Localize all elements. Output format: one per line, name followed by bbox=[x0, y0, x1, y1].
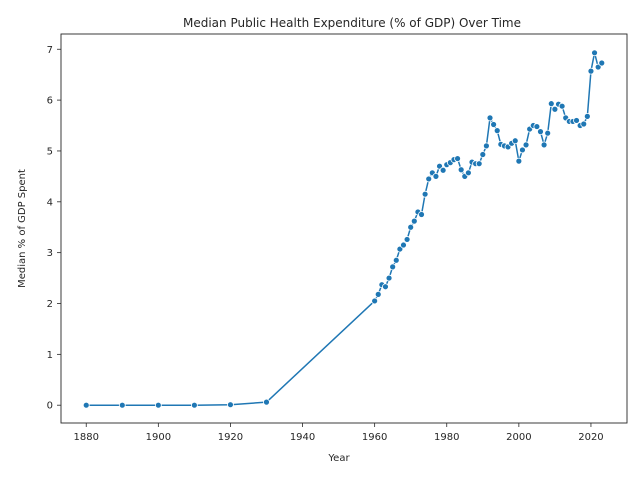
y-tick-label: 7 bbox=[47, 45, 53, 56]
data-point bbox=[540, 141, 548, 149]
y-tick-label: 5 bbox=[47, 146, 53, 157]
data-point bbox=[385, 274, 393, 282]
data-point bbox=[421, 190, 429, 198]
data-point bbox=[263, 398, 270, 406]
data-point bbox=[425, 175, 433, 183]
chart-title: Median Public Health Expenditure (% of G… bbox=[183, 16, 521, 30]
data-point bbox=[533, 123, 541, 130]
data-point bbox=[154, 401, 162, 409]
x-axis: 1880 1900 1920 1940 1960 1980 2000 2020 bbox=[74, 423, 604, 443]
x-tick-label: 2020 bbox=[578, 432, 603, 443]
data-point bbox=[118, 401, 126, 409]
data-point bbox=[82, 401, 90, 409]
data-point bbox=[389, 263, 397, 271]
data-point bbox=[475, 160, 483, 168]
data-point bbox=[418, 211, 425, 218]
data-point bbox=[537, 128, 544, 136]
data-point bbox=[371, 297, 379, 305]
data-point bbox=[457, 166, 465, 174]
data-point bbox=[227, 401, 234, 409]
x-tick-label: 1980 bbox=[434, 432, 459, 443]
y-tick-label: 6 bbox=[47, 96, 53, 107]
data-point bbox=[598, 59, 606, 67]
data-point bbox=[464, 169, 472, 177]
data-point bbox=[587, 67, 595, 75]
data-point bbox=[490, 121, 498, 128]
y-tick-label: 4 bbox=[47, 197, 53, 208]
data-point bbox=[190, 401, 198, 409]
data-point bbox=[591, 49, 598, 57]
data-point bbox=[511, 137, 519, 145]
data-point bbox=[392, 256, 400, 264]
data-point bbox=[439, 166, 447, 174]
data-point bbox=[493, 127, 501, 135]
data-point bbox=[410, 217, 418, 225]
data-point bbox=[547, 100, 555, 108]
y-axis: 0 1 2 3 4 5 6 7 bbox=[47, 45, 61, 412]
x-tick-label: 1940 bbox=[290, 432, 315, 443]
y-tick-label: 1 bbox=[47, 350, 53, 361]
data-point bbox=[522, 141, 530, 149]
data-point bbox=[432, 172, 440, 180]
x-tick-label: 1920 bbox=[218, 432, 243, 443]
data-point bbox=[403, 236, 411, 243]
y-axis-label: Median % of GDP Spent bbox=[17, 169, 28, 288]
data-point bbox=[374, 290, 382, 298]
data-point bbox=[482, 142, 490, 150]
y-tick-label: 0 bbox=[47, 401, 53, 412]
data-point bbox=[551, 105, 559, 113]
data-point bbox=[519, 146, 526, 154]
data-point bbox=[515, 157, 523, 165]
data-point bbox=[558, 102, 566, 110]
data-point bbox=[580, 120, 588, 128]
y-tick-label: 2 bbox=[47, 299, 53, 310]
plot-frame bbox=[60, 33, 628, 424]
x-tick-label: 1960 bbox=[362, 432, 387, 443]
data-point bbox=[583, 112, 591, 120]
data-point bbox=[407, 223, 415, 231]
y-tick-label: 3 bbox=[47, 248, 53, 259]
data-point bbox=[479, 151, 487, 158]
data-point bbox=[544, 129, 552, 137]
x-tick-label: 2000 bbox=[506, 432, 531, 443]
x-axis-label: Year bbox=[327, 453, 350, 464]
x-tick-label: 1880 bbox=[74, 432, 99, 443]
data-point bbox=[454, 155, 461, 162]
data-point bbox=[573, 117, 580, 124]
data-point bbox=[486, 114, 494, 122]
x-tick-label: 1900 bbox=[146, 432, 171, 443]
data-point bbox=[400, 241, 407, 249]
data-point bbox=[382, 283, 389, 291]
plot-area bbox=[82, 49, 606, 409]
